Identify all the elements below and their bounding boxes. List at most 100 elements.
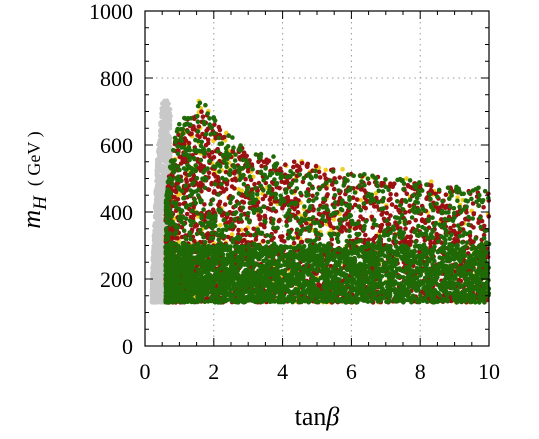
data-point (159, 114, 164, 120)
data-point (366, 181, 372, 186)
data-point (171, 147, 176, 153)
data-point (223, 186, 229, 192)
data-point (232, 169, 237, 175)
data-point (313, 163, 319, 169)
data-point (195, 129, 201, 134)
data-point (429, 183, 434, 188)
data-point (403, 226, 408, 231)
data-point (474, 199, 479, 205)
data-point (460, 221, 465, 226)
data-point (342, 225, 347, 230)
data-point (183, 177, 189, 182)
data-point (159, 194, 164, 199)
data-point (282, 180, 287, 185)
data-point (188, 214, 194, 220)
data-point (389, 202, 395, 207)
data-point (181, 159, 186, 165)
data-point (252, 181, 257, 187)
data-point (292, 206, 297, 212)
data-point (156, 275, 161, 280)
data-point (198, 180, 203, 186)
data-point (241, 181, 247, 187)
data-point (284, 223, 290, 228)
data-point (317, 175, 323, 180)
data-point (155, 163, 160, 168)
data-point (323, 167, 329, 173)
data-point (393, 220, 398, 225)
data-point (348, 185, 354, 191)
data-point (361, 201, 367, 206)
data-point (236, 227, 241, 233)
data-point (212, 189, 217, 194)
data-point (379, 212, 385, 217)
data-points (149, 98, 492, 305)
data-point (394, 192, 399, 197)
data-point (471, 211, 477, 216)
data-point (195, 133, 200, 138)
data-point (200, 114, 206, 119)
data-point (253, 237, 259, 242)
data-point (162, 105, 167, 110)
data-point (185, 129, 190, 134)
data-point (157, 211, 162, 216)
data-point (206, 170, 212, 176)
data-point (167, 118, 173, 124)
data-point (165, 156, 171, 161)
data-point (340, 166, 345, 172)
data-point (277, 217, 282, 223)
data-point (279, 237, 285, 243)
data-point (407, 203, 413, 209)
data-point (152, 230, 158, 235)
data-point (445, 185, 451, 190)
data-point (244, 153, 249, 159)
data-point (310, 193, 315, 199)
data-point (358, 214, 363, 219)
data-point (337, 175, 343, 180)
data-point (159, 279, 164, 284)
data-point (229, 184, 235, 189)
data-point (151, 244, 156, 249)
data-point (413, 239, 418, 245)
data-point (153, 247, 158, 252)
data-point (287, 217, 293, 223)
data-point (205, 111, 210, 116)
data-point (159, 264, 165, 270)
data-point (363, 219, 369, 224)
data-point (160, 124, 165, 130)
data-point (161, 177, 166, 183)
data-point (195, 119, 201, 124)
data-point (376, 200, 381, 205)
data-point (358, 197, 364, 203)
data-point (384, 210, 390, 216)
data-point (218, 222, 223, 228)
data-point (336, 188, 342, 193)
data-point (210, 197, 216, 202)
data-point (261, 238, 266, 244)
data-point (166, 110, 171, 115)
data-point (240, 153, 245, 159)
data-point (159, 198, 165, 203)
data-point (157, 133, 163, 138)
data-point (295, 210, 301, 215)
data-point (262, 224, 267, 230)
data-point (155, 256, 161, 261)
data-point (232, 211, 237, 217)
data-point (156, 242, 161, 247)
data-point (153, 190, 158, 195)
data-point (363, 205, 369, 211)
data-point (154, 211, 159, 217)
data-point (241, 237, 247, 243)
data-point (266, 158, 272, 164)
data-point (150, 287, 155, 292)
data-point (329, 182, 335, 187)
data-point (344, 188, 350, 194)
data-point (352, 226, 358, 231)
data-point (161, 129, 166, 134)
data-point (154, 185, 159, 190)
data-point (328, 212, 334, 218)
data-point (311, 220, 316, 225)
data-point (230, 177, 235, 183)
data-point (428, 187, 434, 193)
data-point (195, 103, 201, 109)
data-point (162, 174, 168, 179)
